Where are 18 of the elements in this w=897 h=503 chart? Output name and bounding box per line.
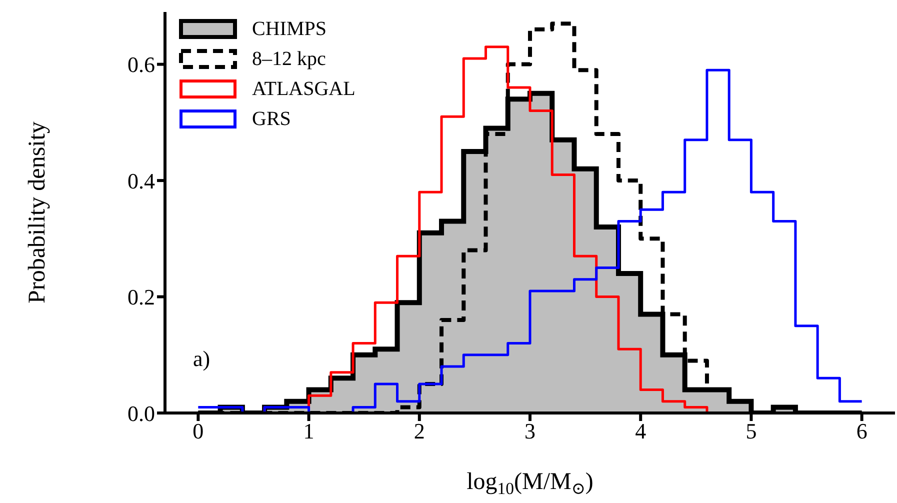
y-tick-label: 0.4: [128, 168, 155, 194]
y-tick-label: 0.6: [128, 52, 155, 78]
y-tick-label: 0.2: [128, 284, 155, 310]
legend-label: CHIMPS: [252, 17, 326, 42]
x-tick-label: 2: [414, 418, 425, 444]
x-tick-label: 6: [856, 418, 868, 444]
x-tick-label: 5: [746, 418, 757, 444]
annotation: a): [193, 346, 210, 372]
y-axis-title: Probability density: [24, 122, 51, 304]
y-tick-label: 0.0: [128, 400, 155, 426]
x-tick-label: 1: [303, 418, 314, 444]
x-tick-label: 3: [524, 418, 536, 444]
x-tick-label: 4: [635, 418, 646, 444]
x-axis-title: log$_{10}$(M/M$_{⊙}$): [466, 469, 594, 498]
x-tick-label: 0: [192, 418, 204, 444]
legend-label: ATLASGAL: [252, 77, 356, 102]
legend-label: GRS: [252, 107, 291, 132]
legend-label: 8–12 kpc: [252, 47, 326, 72]
